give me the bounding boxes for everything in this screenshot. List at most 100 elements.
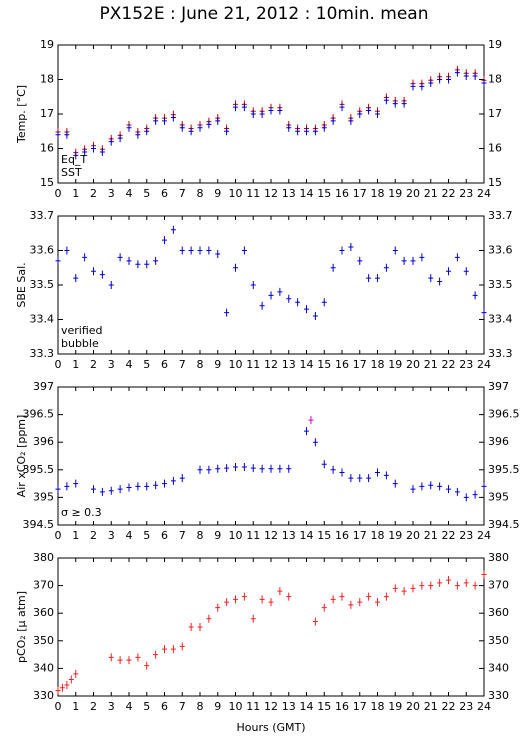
- point: [268, 464, 274, 473]
- x-tick-label: 0: [55, 700, 62, 713]
- point: [419, 253, 425, 262]
- point: [366, 106, 372, 115]
- x-tick-label: 2: [90, 358, 97, 371]
- point: [197, 246, 203, 255]
- x-tick-label: 21: [424, 529, 438, 542]
- point: [259, 464, 265, 473]
- x-tick-label: 8: [197, 700, 204, 713]
- point: [170, 225, 176, 234]
- y-tick-label: 380: [33, 551, 54, 564]
- point: [73, 479, 79, 488]
- point: [339, 468, 345, 477]
- plot-frame: [57, 557, 485, 697]
- x-tick-label: 24: [477, 700, 491, 713]
- point: [91, 144, 96, 153]
- point: [144, 260, 150, 269]
- x-tick-label: 16: [335, 700, 349, 713]
- x-tick-label: 12: [264, 700, 278, 713]
- y-tick-label: 340: [488, 661, 509, 674]
- x-tick-label: 4: [126, 529, 133, 542]
- x-tick-label: 13: [282, 700, 296, 713]
- x-tick-label: 9: [214, 529, 221, 542]
- y-tick-label: 33.7: [488, 209, 513, 222]
- point: [366, 592, 372, 601]
- point: [241, 463, 247, 472]
- y-tick-label: 15: [488, 176, 502, 189]
- x-tick-label: 6: [161, 187, 168, 200]
- legend-entry: verified: [61, 324, 103, 337]
- x-tick-label: 23: [459, 529, 473, 542]
- y-tick-label: 19: [40, 38, 54, 51]
- annotation: σ ≥ 0.3: [61, 506, 102, 519]
- point: [224, 127, 230, 136]
- point: [170, 476, 176, 485]
- point: [277, 587, 283, 596]
- point: [206, 246, 212, 255]
- point: [375, 274, 380, 283]
- y-axis-label: Temp. [°C]: [15, 85, 28, 144]
- point: [312, 617, 318, 626]
- point: [419, 482, 425, 491]
- x-tick-label: 0: [55, 358, 62, 371]
- point: [437, 277, 443, 286]
- x-tick-label: 10: [229, 700, 243, 713]
- y-tick-label: 330: [33, 689, 54, 702]
- x-tick-label: 14: [300, 700, 314, 713]
- point: [179, 246, 185, 255]
- point: [170, 113, 176, 122]
- point: [330, 595, 336, 604]
- point: [428, 481, 434, 490]
- x-tick-label: 1: [72, 358, 79, 371]
- x-tick-label: 13: [282, 358, 296, 371]
- point: [446, 485, 451, 494]
- y-tick-label: 395.5: [23, 463, 55, 476]
- point: [215, 603, 221, 612]
- point: [117, 253, 123, 262]
- point: [472, 490, 478, 499]
- point: [215, 116, 221, 125]
- x-tick-label: 3: [108, 529, 115, 542]
- point: [91, 267, 96, 276]
- point: [357, 110, 363, 118]
- y-tick-label: 395.5: [488, 463, 520, 476]
- point: [348, 474, 354, 483]
- x-tick-label: 11: [246, 529, 260, 542]
- x-tick-label: 15: [317, 187, 331, 200]
- point: [55, 256, 61, 265]
- x-tick-label: 4: [126, 358, 133, 371]
- point: [357, 474, 363, 483]
- x-tick-label: 20: [406, 358, 420, 371]
- x-tick-label: 6: [161, 358, 168, 371]
- point: [348, 116, 354, 125]
- x-tick-label: 10: [229, 529, 243, 542]
- point: [375, 598, 380, 607]
- x-tick-label: 7: [179, 529, 186, 542]
- point: [206, 120, 212, 129]
- point: [224, 308, 230, 317]
- point: [144, 482, 150, 491]
- y-tick-label: 350: [488, 634, 509, 647]
- plot-frame: [57, 386, 485, 526]
- x-tick-label: 1: [72, 700, 79, 713]
- y-tick-label: 396.5: [23, 408, 55, 421]
- point: [68, 675, 74, 684]
- point: [153, 256, 159, 265]
- y-tick-label: 33.5: [488, 278, 513, 291]
- point: [215, 464, 221, 473]
- x-tick-label: 20: [406, 700, 420, 713]
- y-tick-label: 396: [488, 435, 509, 448]
- x-tick-label: 5: [143, 700, 150, 713]
- point: [295, 298, 301, 307]
- point: [153, 650, 159, 659]
- point: [126, 483, 132, 492]
- point: [179, 123, 185, 132]
- point: [91, 485, 96, 494]
- point: [241, 592, 247, 601]
- y-tick-label: 360: [488, 606, 509, 619]
- point: [224, 598, 230, 607]
- x-tick-label: 10: [229, 358, 243, 371]
- point: [312, 312, 318, 321]
- point: [241, 103, 247, 112]
- x-tick-label: 20: [406, 529, 420, 542]
- point: [401, 256, 407, 265]
